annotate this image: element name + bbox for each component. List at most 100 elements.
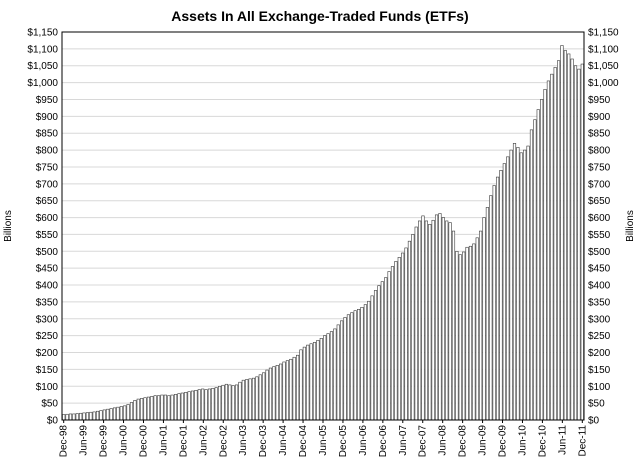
bar xyxy=(296,354,300,421)
bar xyxy=(207,388,212,421)
bar xyxy=(526,145,530,421)
bar xyxy=(218,385,222,421)
bar xyxy=(577,68,581,421)
y-tick-label-left: $1,000 xyxy=(27,78,58,89)
bar xyxy=(472,243,476,421)
bar xyxy=(112,407,117,421)
y-tick-label-left: $50 xyxy=(41,399,58,410)
x-tick-label: Dec-99 xyxy=(99,425,110,458)
y-tick-label-left: $600 xyxy=(36,213,59,224)
bar xyxy=(306,344,310,421)
x-tick-label: Jun-10 xyxy=(517,425,528,456)
y-tick-label-left: $700 xyxy=(36,179,59,190)
bar xyxy=(329,331,334,421)
bar xyxy=(462,251,466,421)
bar xyxy=(140,398,144,421)
x-tick-label: Dec-98 xyxy=(59,425,70,458)
bar xyxy=(309,343,313,421)
bar xyxy=(251,377,256,421)
bar xyxy=(573,65,578,421)
bar xyxy=(201,388,205,421)
y-tick-label-left: $0 xyxy=(47,416,59,427)
bar xyxy=(373,290,378,421)
bar xyxy=(428,224,432,421)
bar xyxy=(387,271,391,421)
y-tick-label-left: $450 xyxy=(36,264,59,275)
bar xyxy=(99,410,103,421)
y-tick-label-right: $850 xyxy=(588,129,611,140)
y-tick-label-left: $900 xyxy=(36,112,59,123)
bar xyxy=(85,412,89,421)
x-tick-label: Jun-11 xyxy=(557,425,568,455)
bar xyxy=(502,163,506,421)
x-tick-label: Jun-08 xyxy=(438,425,449,456)
bar xyxy=(431,219,435,421)
x-tick-label: Dec-09 xyxy=(498,425,509,458)
bar xyxy=(441,217,445,421)
bar xyxy=(516,147,520,421)
y-tick-label-right: $1,100 xyxy=(588,44,619,55)
y-tick-label-right: $600 xyxy=(588,213,611,224)
bar xyxy=(302,346,306,421)
bar xyxy=(360,307,364,421)
bar xyxy=(319,338,323,421)
bar xyxy=(109,408,113,421)
bar xyxy=(228,384,232,421)
y-tick-label-left: $100 xyxy=(36,382,59,393)
y-tick-label-right: $300 xyxy=(588,314,611,325)
bar xyxy=(150,396,154,421)
bar xyxy=(160,394,164,421)
bar xyxy=(557,60,561,421)
bar xyxy=(272,366,276,421)
bar xyxy=(553,67,557,421)
bar xyxy=(336,324,340,421)
y-tick-label-right: $800 xyxy=(588,146,611,157)
bar xyxy=(282,361,286,421)
bar xyxy=(377,285,381,421)
bar xyxy=(384,277,388,421)
y-tick-label-left: $800 xyxy=(36,146,59,157)
bar xyxy=(489,195,493,421)
x-tick-label: Dec-04 xyxy=(298,425,309,458)
y-tick-label-left: $1,100 xyxy=(27,44,58,55)
bar xyxy=(540,99,544,421)
bar xyxy=(475,237,479,421)
bar xyxy=(458,254,462,421)
y-tick-label-right: $750 xyxy=(588,162,611,173)
y-tick-label-left: $150 xyxy=(36,365,59,376)
bar xyxy=(343,317,347,421)
bar xyxy=(187,391,191,421)
y-tick-label-right: $650 xyxy=(588,196,611,207)
y-tick-label-right: $500 xyxy=(588,247,611,258)
bar xyxy=(133,400,137,421)
y-tick-label-right: $1,000 xyxy=(588,78,619,89)
bar xyxy=(157,395,161,421)
x-tick-label: Dec-11 xyxy=(577,425,588,457)
bar xyxy=(397,257,401,421)
bar xyxy=(455,251,459,421)
bars xyxy=(62,45,584,421)
y-tick-label-left: $1,050 xyxy=(27,61,58,72)
bar xyxy=(485,207,489,421)
bar xyxy=(482,217,486,421)
bar xyxy=(234,384,239,421)
bar xyxy=(275,365,279,421)
bar xyxy=(543,89,547,421)
y-tick-label-right: $250 xyxy=(588,331,611,342)
x-tick-label: Jun-99 xyxy=(79,425,90,456)
bar xyxy=(167,395,171,421)
bar xyxy=(394,261,398,421)
y-tick-label-left: $250 xyxy=(36,331,59,342)
x-tick-label: Dec-10 xyxy=(537,425,548,458)
y-tick-label-right: $200 xyxy=(588,348,611,359)
bar xyxy=(116,406,120,421)
x-tick-label: Dec-03 xyxy=(258,425,269,458)
bar xyxy=(173,394,178,421)
y-tick-label-left: $950 xyxy=(36,95,59,106)
bar xyxy=(289,358,293,421)
bar xyxy=(380,281,384,421)
x-tick-label: Jun-01 xyxy=(158,425,169,456)
x-tick-label: Dec-07 xyxy=(418,425,429,458)
x-tick-label: Jun-06 xyxy=(358,425,369,456)
